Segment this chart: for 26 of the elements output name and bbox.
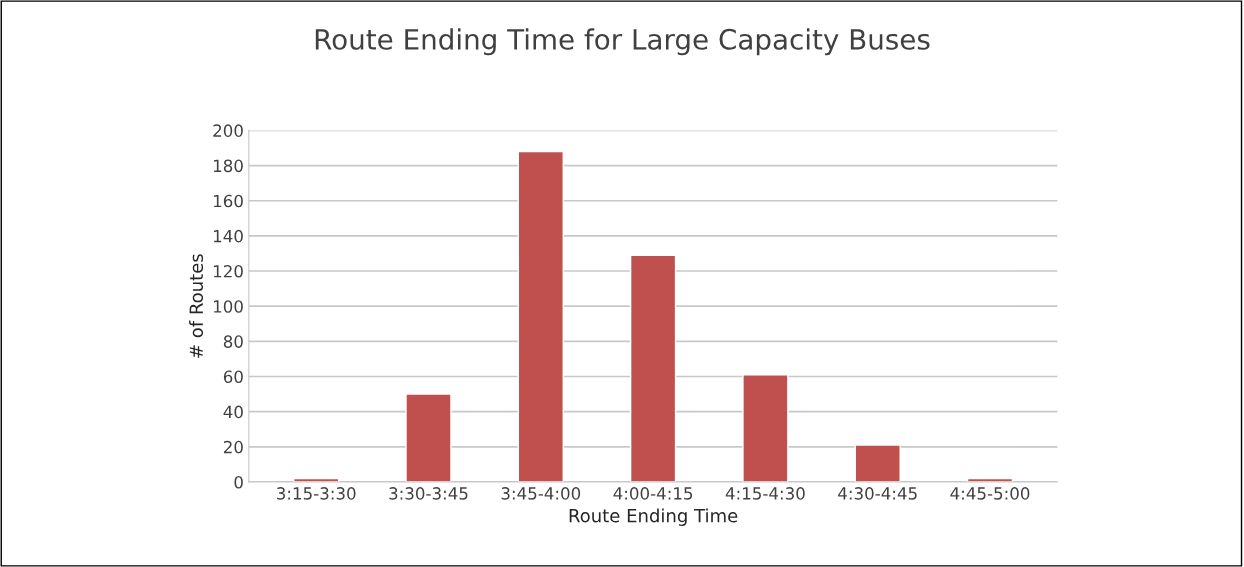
y-tick-label: 200 — [213, 124, 243, 137]
bar — [517, 150, 564, 482]
bar — [629, 254, 677, 482]
y-tick-label: 40 — [223, 405, 243, 419]
bar — [405, 393, 452, 482]
x-tick-label: 4:30-4:45 — [838, 487, 917, 500]
x-tick-label: 3:45-4:00 — [501, 487, 581, 500]
y-axis-title: # of Routes — [189, 254, 204, 358]
y-tick-label: 80 — [223, 335, 243, 348]
chart-title: Route Ending Time for Large Capacity Buses — [315, 28, 930, 56]
x-tick-label: 3:30-3:45 — [389, 487, 468, 500]
y-tick-label: 160 — [213, 194, 243, 208]
x-axis-title: Route Ending Time — [569, 508, 738, 526]
bar — [854, 444, 901, 482]
x-tick-label: 4:00-4:15 — [613, 487, 693, 500]
y-tick-label: 60 — [223, 370, 243, 384]
y-tick-label: 20 — [223, 440, 243, 454]
x-tick-label: 4:45-5:00 — [950, 487, 1030, 500]
y-tick-label: 180 — [213, 159, 243, 173]
x-tick-label: 3:15-3:30 — [277, 487, 356, 500]
y-tick-label: 140 — [213, 229, 243, 243]
y-tick-label: 0 — [234, 475, 243, 489]
y-tick-label: 100 — [213, 300, 243, 313]
x-tick-label: 4:15-4:30 — [725, 487, 805, 500]
y-tick-label: 120 — [213, 264, 243, 278]
bar — [742, 374, 789, 482]
